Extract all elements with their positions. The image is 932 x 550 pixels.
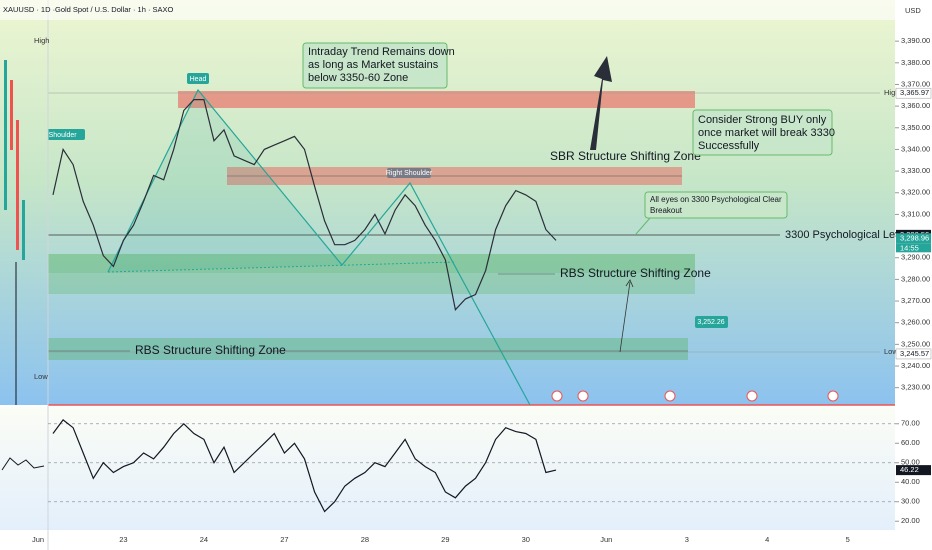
shoulder-tag: [387, 168, 431, 178]
x-tick-label: 30: [522, 535, 530, 544]
last-value-tag: [896, 465, 931, 476]
y-tick-label: 3,320.00: [901, 188, 930, 197]
annotation: Right Shoulder: [386, 170, 433, 177]
label: Low: [34, 372, 48, 381]
eyes-box: [644, 191, 788, 219]
y-tick-label: 3,360.00: [901, 101, 930, 110]
annotation: RBS Structure Shifting Zone: [560, 266, 711, 280]
annotation: Successfully: [698, 140, 760, 152]
y-tick-label: 3,250.00: [901, 339, 930, 348]
price-line: [52, 99, 557, 311]
path-arrow: [619, 281, 631, 353]
y-tick-label: 50.00: [901, 458, 920, 467]
countdown: 14:55: [900, 243, 919, 252]
annotation: Head: [190, 76, 207, 83]
trend-box: [302, 42, 448, 89]
annotation: below 3350-60 Zone: [308, 72, 408, 84]
rbs-zone: [48, 254, 695, 273]
rsi-pane: [48, 407, 895, 530]
y-tick-label: 3,340.00: [901, 144, 930, 153]
head-tag: [187, 73, 209, 84]
x-tick-label: 23: [119, 535, 127, 544]
annotation: 3,252.26: [697, 319, 724, 326]
countdown-bg: [896, 243, 931, 253]
price-marker: [896, 233, 931, 244]
y-tick-label: 3,350.00: [901, 123, 930, 132]
pattern-fill: [108, 90, 342, 272]
x-tick-label: 28: [361, 535, 369, 544]
y-tick-label: 3,390.00: [901, 36, 930, 45]
annotation: Low: [884, 347, 898, 356]
y-tick-label: 60.00: [901, 438, 920, 447]
annotation: Breakout: [650, 206, 683, 215]
neckline: [107, 261, 456, 273]
header-bar: [0, 0, 895, 20]
buy-box: [692, 109, 833, 156]
label: High: [34, 36, 49, 45]
x-tick-label: 29: [441, 535, 449, 544]
x-tick-label: 5: [846, 535, 850, 544]
y-tick-label: 20.00: [901, 516, 920, 525]
y-tick-label: 70.00: [901, 419, 920, 428]
price-marker-label: 3,365.97: [900, 88, 929, 97]
head-shoulders-lines: [107, 88, 531, 406]
x-tick-label: 27: [280, 535, 288, 544]
x-tick-label: 24: [200, 535, 208, 544]
y-tick-label: 3,280.00: [901, 274, 930, 283]
annotation: High: [884, 88, 899, 97]
daily-rsi-pane: [0, 407, 48, 530]
annotation: Intraday Trend Remains down: [308, 46, 455, 58]
y-tick-label: 3,290.00: [901, 253, 930, 262]
y-tick-label: 3,270.00: [901, 296, 930, 305]
callout: [635, 217, 651, 235]
price-marker-label: 3,245.57: [900, 349, 929, 358]
supply-zone: [178, 91, 695, 108]
y-tick-label: 3,380.00: [901, 58, 930, 67]
y-tick-label: 3,370.00: [901, 79, 930, 88]
annotation: Consider Strong BUY only: [698, 114, 827, 126]
event-icons: [551, 390, 839, 402]
chart-title: Gold Spot / U.S. Dollar · 1h · SAXO: [55, 5, 174, 14]
annotation: 3300 Psychological Level: [785, 229, 909, 241]
y-tick-label: 3,230.00: [901, 383, 930, 392]
y-tick-label: 40.00: [901, 477, 920, 486]
price-marker: [895, 348, 932, 360]
y-tick-label: 3,310.00: [901, 209, 930, 218]
x-tick-label: 4: [765, 535, 769, 544]
daily-rsi: [1, 457, 45, 471]
price-marker-label: 3,298.96: [900, 233, 929, 242]
currency: USD: [905, 6, 921, 15]
annotation: as long as Market sustains: [308, 59, 439, 71]
price-line: [52, 419, 557, 513]
annotation: RBS Structure Shifting Zone: [135, 343, 286, 357]
up-arrow: [590, 56, 612, 150]
x-tick-label: Jun: [600, 535, 612, 544]
y-tick-label: 30.00: [901, 497, 920, 506]
x-tick-label: 3: [685, 535, 689, 544]
rbs-zone-2: [48, 338, 688, 360]
y-tick-label: 3,330.00: [901, 166, 930, 175]
rbs-zone-lower: [48, 273, 695, 294]
target-tag: [695, 316, 728, 328]
annotation: All eyes on 3300 Psychological Clear: [650, 195, 782, 204]
annotation: once market will break 3330: [698, 127, 835, 139]
symbol: XAUUSD · 1D ·: [3, 5, 55, 14]
annotation: Left Shoulder: [35, 132, 77, 139]
last-value-label: 46.22: [900, 465, 919, 474]
daily-candles: [4, 60, 25, 260]
y-tick-label: 3,240.00: [901, 361, 930, 370]
y-tick-label: 3,260.00: [901, 318, 930, 327]
x-tick-label: Jun: [32, 535, 44, 544]
arrow-head: [625, 279, 634, 288]
annotation: SBR Structure Shifting Zone: [550, 149, 701, 163]
price-marker: [895, 87, 932, 99]
